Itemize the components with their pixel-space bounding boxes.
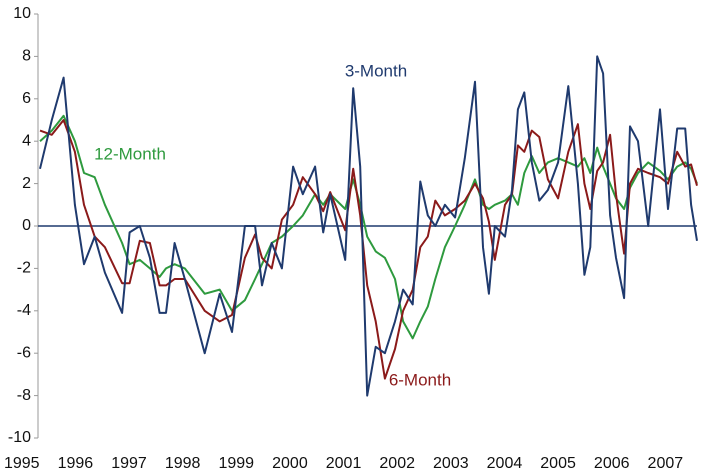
y-tick-label: 0 bbox=[22, 217, 31, 234]
x-tick-label: 2002 bbox=[379, 455, 415, 472]
x-tick-label: 2003 bbox=[433, 455, 469, 472]
x-tick-label: 1999 bbox=[218, 455, 254, 472]
x-tick-label: 2001 bbox=[326, 455, 362, 472]
x-tick-label: 1998 bbox=[165, 455, 201, 472]
x-tick-label: 2000 bbox=[272, 455, 308, 472]
series-line bbox=[39, 114, 698, 340]
x-tick-label: 1997 bbox=[111, 455, 147, 472]
x-tick-label: 1995 bbox=[4, 455, 40, 472]
y-tick-label: 10 bbox=[13, 5, 31, 22]
y-tick-label: -2 bbox=[17, 260, 31, 277]
y-tick-label: -4 bbox=[17, 302, 31, 319]
y-tick-label: -8 bbox=[17, 387, 31, 404]
y-tick-label: 2 bbox=[22, 175, 31, 192]
x-tick-label: 2005 bbox=[540, 455, 576, 472]
series-line bbox=[39, 55, 698, 397]
y-tick-label: -6 bbox=[17, 344, 31, 361]
x-tick-label: 2006 bbox=[594, 455, 630, 472]
series-label: 3-Month bbox=[345, 61, 407, 80]
x-tick-label: 1996 bbox=[58, 455, 94, 472]
y-tick-label: 6 bbox=[22, 90, 31, 107]
x-tick-label: 2007 bbox=[648, 455, 684, 472]
y-tick-label: 4 bbox=[22, 132, 31, 149]
series-label: 6-Month bbox=[389, 370, 451, 389]
x-tick-label: 2004 bbox=[487, 455, 523, 472]
y-tick-label: -10 bbox=[8, 429, 31, 446]
series-label: 12-Month bbox=[94, 144, 166, 163]
y-tick-label: 8 bbox=[22, 48, 31, 65]
